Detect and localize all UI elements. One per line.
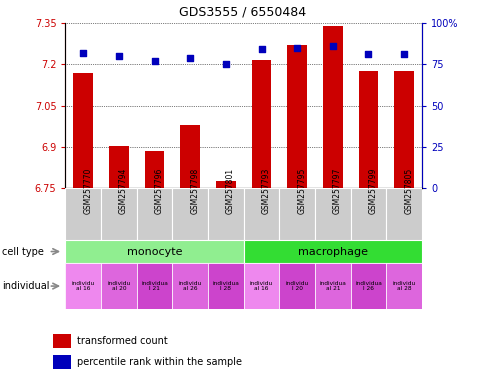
Bar [385, 263, 421, 309]
Text: macrophage: macrophage [297, 247, 367, 257]
Bar [109, 146, 128, 188]
Point [364, 51, 372, 58]
Text: individua
l 26: individua l 26 [354, 281, 381, 291]
Bar [243, 263, 279, 309]
Text: percentile rank within the sample: percentile rank within the sample [77, 357, 242, 367]
Bar [101, 188, 136, 240]
Bar [53, 334, 71, 348]
Bar [172, 263, 208, 309]
Text: individua
l 28: individua l 28 [212, 281, 239, 291]
Text: transformed count: transformed count [77, 336, 168, 346]
Bar [65, 188, 101, 240]
Point [257, 46, 265, 53]
Text: monocyte: monocyte [127, 247, 182, 257]
Bar [65, 263, 101, 309]
Bar [251, 60, 271, 188]
Text: GSM257805: GSM257805 [403, 168, 412, 214]
Text: individual: individual [2, 281, 50, 291]
Bar [208, 188, 243, 240]
Text: individu
al 28: individu al 28 [392, 281, 415, 291]
Point [186, 55, 194, 61]
Bar [172, 188, 208, 240]
Bar [279, 263, 314, 309]
Bar [350, 263, 385, 309]
Text: individu
al 16: individu al 16 [72, 281, 95, 291]
Text: GSM257798: GSM257798 [190, 168, 199, 214]
Bar [216, 181, 235, 188]
Point [79, 50, 87, 56]
Point [222, 61, 229, 68]
Text: GSM257794: GSM257794 [119, 167, 128, 214]
Bar [145, 151, 164, 188]
Bar [385, 188, 421, 240]
Text: GDS3555 / 6550484: GDS3555 / 6550484 [179, 6, 305, 19]
Point [115, 53, 122, 59]
Point [293, 45, 301, 51]
Text: individu
al 26: individu al 26 [178, 281, 201, 291]
Text: GSM257793: GSM257793 [261, 167, 270, 214]
Text: individu
l 20: individu l 20 [285, 281, 308, 291]
Text: GSM257797: GSM257797 [332, 167, 341, 214]
Text: individu
al 16: individu al 16 [249, 281, 272, 291]
Bar [314, 263, 350, 309]
Text: individua
l 21: individua l 21 [141, 281, 167, 291]
Bar [314, 188, 350, 240]
Bar [243, 188, 279, 240]
Bar [101, 263, 136, 309]
Bar [358, 71, 378, 188]
Bar [180, 125, 199, 188]
Point [151, 58, 158, 64]
Bar [322, 26, 342, 188]
Bar [53, 355, 71, 369]
Text: individua
al 21: individua al 21 [319, 281, 346, 291]
Point [328, 43, 336, 49]
Bar [74, 73, 93, 188]
Bar [287, 45, 306, 188]
Text: GSM257799: GSM257799 [368, 167, 377, 214]
Bar [136, 263, 172, 309]
Text: GSM257795: GSM257795 [297, 167, 305, 214]
Bar [393, 71, 413, 188]
Bar [208, 263, 243, 309]
Text: GSM257796: GSM257796 [154, 167, 163, 214]
Text: GSM257770: GSM257770 [83, 167, 92, 214]
Bar [350, 188, 385, 240]
Bar [243, 240, 421, 263]
Text: individu
al 20: individu al 20 [107, 281, 130, 291]
Text: GSM257801: GSM257801 [226, 168, 234, 214]
Text: cell type: cell type [2, 247, 44, 257]
Bar [65, 240, 243, 263]
Bar [136, 188, 172, 240]
Point [399, 51, 407, 58]
Bar [279, 188, 314, 240]
